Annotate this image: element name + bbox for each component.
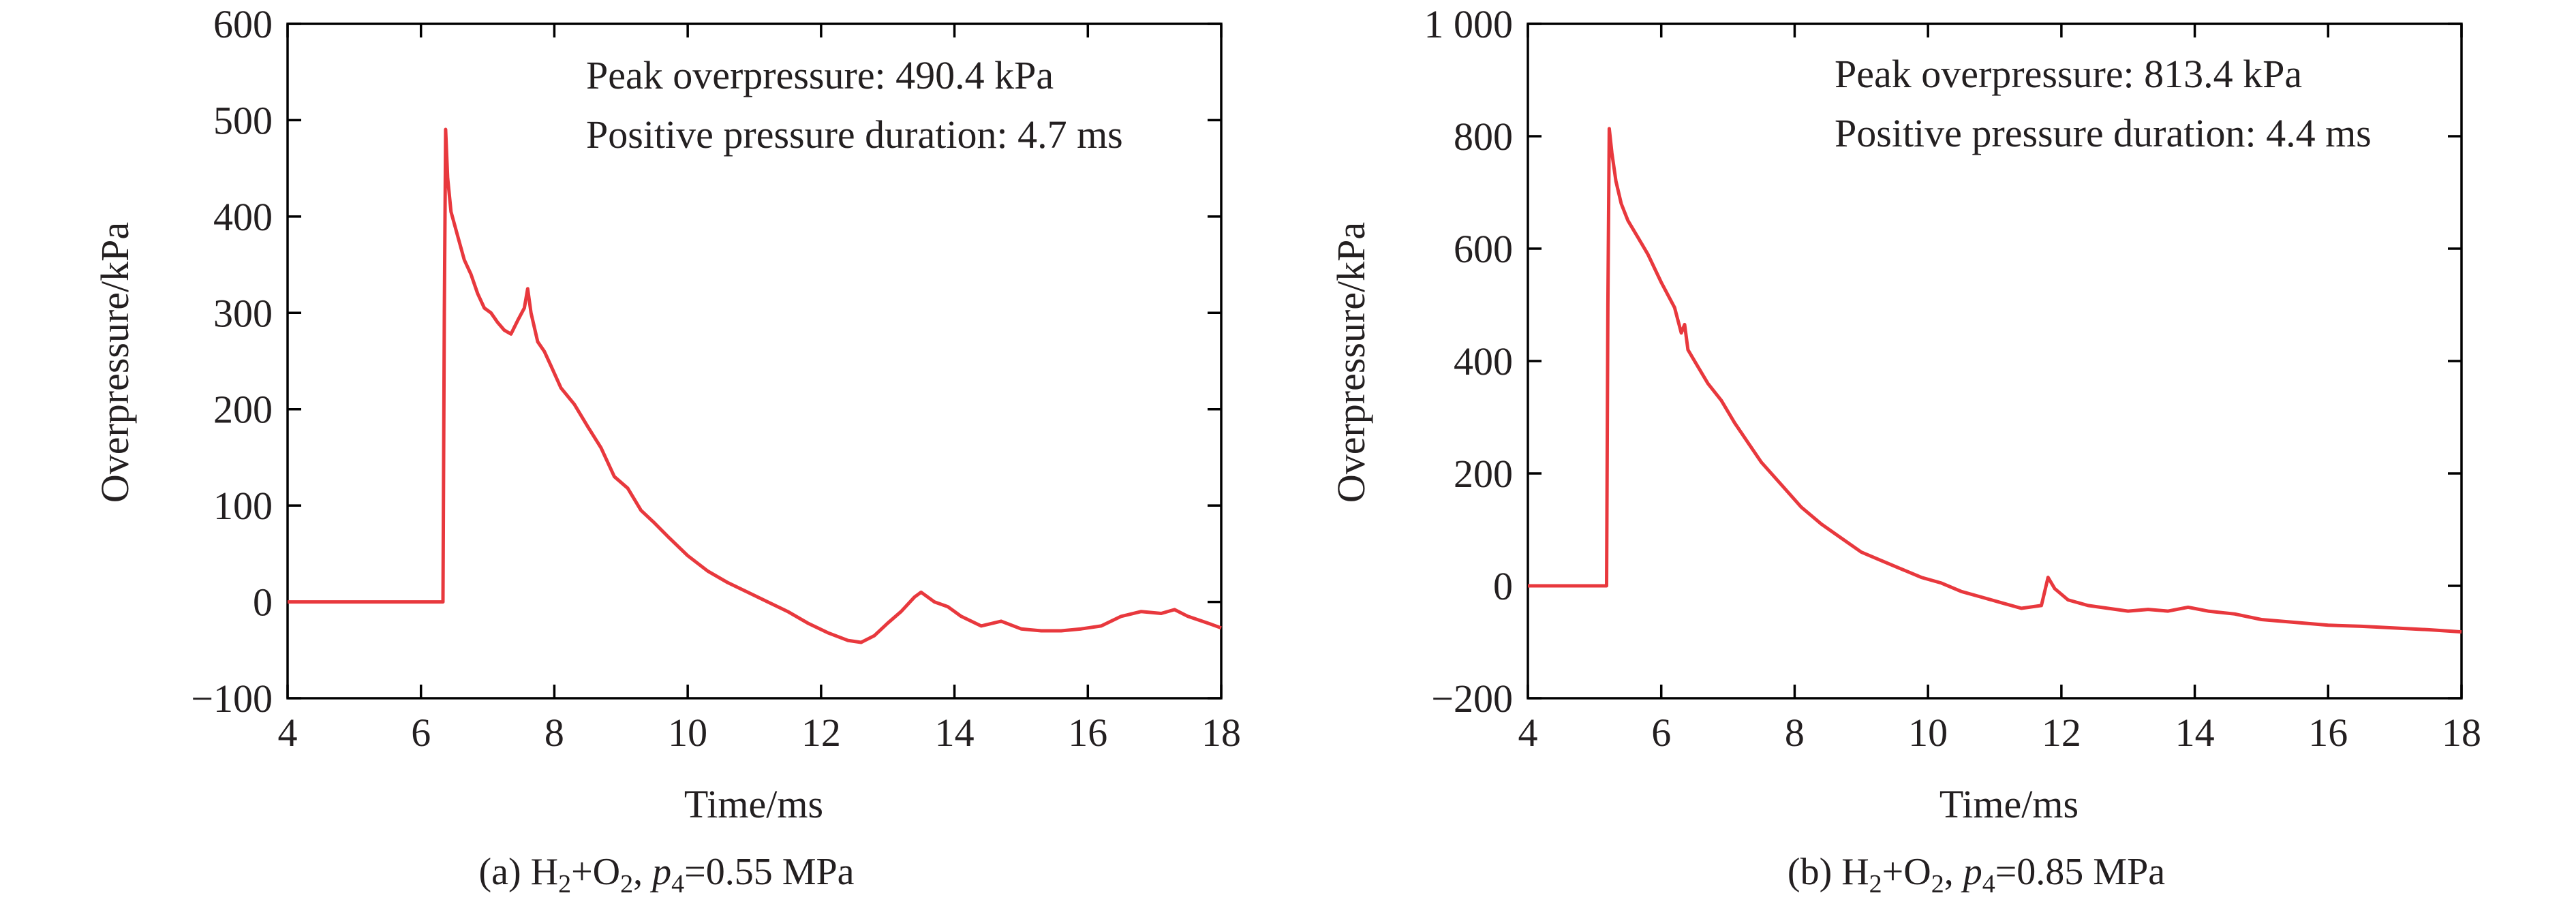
- y-tick-label-b-4: 600: [1454, 227, 1513, 271]
- caption-b: (b) H2+O2, p4=0.85 MPa: [1788, 851, 2165, 899]
- y-tick-label-b-1: 0: [1493, 564, 1513, 608]
- x-tick-label-a-7: 18: [1201, 710, 1241, 755]
- x-tick-label-a-1: 6: [411, 710, 431, 755]
- y-tick-label-a-3: 200: [213, 388, 273, 432]
- annotation-duration-a: Positive pressure duration: 4.7 ms: [586, 112, 1123, 157]
- y-axis-title-b: Overpressure/kPa: [1329, 222, 1373, 503]
- y-tick-label-a-7: 600: [213, 2, 273, 46]
- annotation-duration-b: Positive pressure duration: 4.4 ms: [1835, 111, 2372, 155]
- y-tick-label-b-0: −200: [1431, 676, 1513, 721]
- x-tick-label-a-4: 12: [801, 710, 841, 755]
- x-axis-title-b: Time/ms: [1939, 782, 2079, 826]
- series-line-a-0: [288, 127, 1222, 644]
- chart-panel-a: Peak overpressure: 490.4 kPa Positive pr…: [93, 2, 1241, 899]
- caption-a: (a) H2+O2, p4=0.55 MPa: [479, 851, 855, 899]
- x-tick-label-b-6: 16: [2308, 710, 2348, 755]
- x-tick-label-a-2: 8: [545, 710, 564, 755]
- x-tick-label-b-0: 4: [1518, 710, 1538, 755]
- plot-frame-a: [286, 22, 1223, 700]
- y-tick-label-b-5: 800: [1454, 114, 1513, 159]
- y-axis-title-a: Overpressure/kPa: [93, 222, 137, 503]
- chart-panel-b: Peak overpressure: 813.4 kPa Positive pr…: [1329, 2, 2481, 899]
- y-tick-label-a-6: 500: [213, 98, 273, 142]
- x-tick-label-b-7: 18: [2442, 710, 2481, 755]
- annotation-peak-b: Peak overpressure: 813.4 kPa: [1835, 52, 2302, 96]
- y-tick-label-b-3: 400: [1454, 339, 1513, 384]
- x-tick-label-a-6: 16: [1068, 710, 1107, 755]
- x-tick-label-b-2: 8: [1785, 710, 1805, 755]
- x-tick-label-b-5: 14: [2175, 710, 2215, 755]
- x-tick-label-b-3: 10: [1908, 710, 1948, 755]
- x-tick-label-a-0: 4: [278, 710, 298, 755]
- y-tick-label-a-5: 400: [213, 195, 273, 239]
- x-tick-label-b-1: 6: [1651, 710, 1671, 755]
- x-tick-label-b-4: 12: [2042, 710, 2081, 755]
- x-tick-label-a-3: 10: [668, 710, 707, 755]
- y-tick-label-a-0: −100: [191, 676, 273, 721]
- y-tick-label-b-2: 200: [1454, 452, 1513, 496]
- y-tick-label-a-1: 0: [253, 580, 273, 625]
- annotation-peak-a: Peak overpressure: 490.4 kPa: [586, 53, 1054, 97]
- y-tick-label-a-2: 100: [213, 484, 273, 528]
- series-line-b-0: [1528, 127, 2462, 634]
- x-tick-label-a-5: 14: [935, 710, 975, 755]
- x-axis-title-a: Time/ms: [684, 782, 823, 826]
- y-tick-label-b-6: 1 000: [1424, 2, 1514, 46]
- y-tick-label-a-4: 300: [213, 291, 273, 335]
